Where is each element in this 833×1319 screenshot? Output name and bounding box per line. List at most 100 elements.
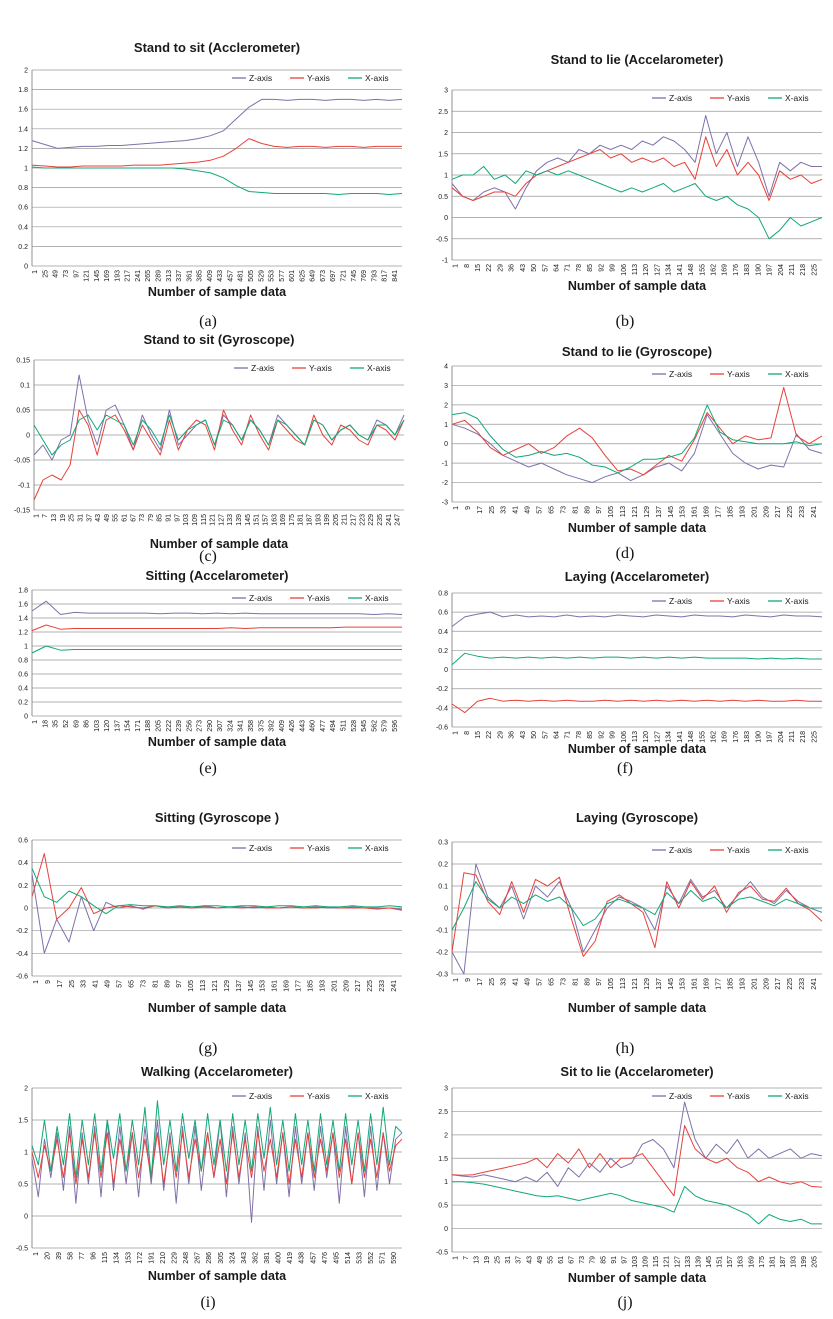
x-tick-label: 133: [685, 1256, 692, 1268]
y-tick-label: 0.6: [438, 610, 448, 617]
x-tick-label: 113: [200, 980, 207, 991]
x-axis-label: Number of sample data: [568, 742, 707, 756]
chart-title: Laying (Gyroscope): [576, 810, 698, 825]
x-tick-label: 343: [241, 1252, 248, 1264]
x-axis-label: Number of sample data: [568, 279, 707, 293]
x-tick-label: 161: [692, 978, 699, 990]
x-tick-label: 57: [117, 980, 124, 988]
y-tick-label: 0: [24, 1214, 28, 1221]
x-tick-label: 324: [229, 1252, 236, 1264]
x-tick-label: 73: [579, 1256, 586, 1264]
legend-label-y: Y-axis: [307, 843, 330, 853]
caption-f: (f): [617, 760, 633, 777]
x-tick-label: 193: [315, 514, 322, 526]
x-tick-label: 190: [755, 264, 762, 276]
x-tick-label: 209: [763, 978, 770, 990]
y-tick-label: 0.6: [18, 672, 28, 679]
x-tick-label: 121: [212, 980, 219, 992]
x-tick-label: 562: [371, 720, 378, 732]
series-line-y: [31, 1132, 403, 1185]
legend-label-x: X-axis: [365, 73, 389, 83]
chart-c: Stand to sit (Gyroscope) -0.15 -0.1 -0.05 0 0…: [14, 332, 405, 550]
x-tick-label: 392: [269, 720, 276, 732]
x-tick-label: 73: [560, 506, 567, 514]
x-tick-label: 169: [280, 514, 287, 526]
x-tick-label: 103: [183, 514, 190, 526]
y-tick-label: -0.1: [18, 483, 30, 490]
x-tick-label: 625: [299, 270, 306, 282]
x-tick-label: 139: [236, 514, 243, 526]
chart-panel-g: Sitting (Gyroscope ) -0.6 -0.4 -0.2 0 0.2 0.4 0…: [0, 808, 410, 1038]
x-tick-label: 85: [600, 1256, 607, 1264]
x-tick-label: 204: [778, 264, 785, 276]
y-tick-label: -0.2: [16, 928, 28, 935]
x-tick-label: 375: [258, 720, 265, 732]
legend-label-x: X-axis: [367, 363, 391, 373]
x-tick-label: 41: [513, 506, 520, 514]
x-tick-label: 209: [763, 506, 770, 518]
x-tick-label: 91: [166, 514, 173, 522]
x-tick-label: 127: [654, 264, 661, 276]
y-tick-label: -0.5: [436, 1250, 448, 1257]
x-tick-label: 176: [733, 731, 740, 743]
x-tick-label: 225: [811, 264, 818, 276]
x-tick-label: 553: [269, 270, 276, 282]
series-line-y: [31, 853, 403, 920]
legend-label-x: X-axis: [365, 593, 389, 603]
x-tick-label: 133: [227, 514, 234, 526]
x-tick-label: 721: [340, 270, 347, 282]
x-axis-label: Number of sample data: [148, 285, 287, 299]
y-tick-label: -0.2: [436, 686, 448, 693]
x-tick-label: 769: [361, 270, 368, 282]
series-line-z: [451, 414, 823, 484]
x-tick-label: 477: [320, 720, 327, 732]
x-tick-label: 1: [452, 1256, 459, 1260]
legend-label-y: Y-axis: [727, 596, 750, 606]
y-tick-label: 0.3: [438, 840, 448, 847]
x-tick-label: 235: [377, 514, 384, 526]
x-tick-label: 1: [453, 731, 460, 735]
x-tick-label: 248: [183, 1252, 190, 1264]
x-tick-label: 817: [382, 270, 389, 282]
x-tick-label: 181: [298, 514, 305, 526]
x-axis-label: Number of sample data: [148, 1001, 287, 1015]
x-tick-label: 241: [135, 270, 142, 282]
x-tick-label: 25: [42, 270, 49, 278]
y-tick-label: -0.6: [436, 725, 448, 732]
series-line-z: [31, 873, 403, 954]
y-tick-label: 0.05: [16, 408, 30, 415]
y-tick-label: 1: [444, 422, 448, 429]
x-tick-label: 185: [727, 506, 734, 518]
y-tick-label: -2: [442, 480, 448, 487]
x-tick-label: 61: [558, 1256, 565, 1264]
y-tick-label: 2.5: [438, 1109, 448, 1116]
y-tick-label: 1.2: [18, 146, 28, 153]
x-tick-label: 185: [727, 978, 734, 990]
x-tick-label: 155: [699, 731, 706, 743]
y-tick-label: -0.3: [436, 972, 448, 979]
x-tick-label: 113: [632, 264, 639, 275]
x-tick-label: 313: [166, 270, 173, 282]
x-tick-label: 185: [307, 980, 314, 992]
x-tick-label: 649: [310, 270, 317, 282]
series-line-y: [31, 624, 402, 632]
x-tick-label: 33: [81, 980, 88, 988]
y-tick-label: 0: [444, 1226, 448, 1233]
legend-label-y: Y-axis: [307, 1091, 330, 1101]
x-tick-label: 145: [94, 270, 101, 282]
y-tick-label: 1.4: [18, 126, 28, 133]
x-tick-label: 36: [509, 264, 516, 272]
x-tick-label: 545: [361, 720, 368, 732]
x-tick-label: 13: [51, 514, 58, 522]
y-tick-label: 1.8: [18, 87, 28, 94]
legend-label-y: Y-axis: [727, 369, 750, 379]
series-line-x: [451, 166, 823, 240]
y-tick-label: 2.5: [438, 109, 448, 116]
y-tick-label: 0.4: [18, 686, 28, 693]
y-tick-label: 0.8: [18, 658, 28, 665]
x-tick-label: 145: [706, 1256, 713, 1268]
legend-label-z: Z-axis: [669, 596, 692, 606]
series-line-z: [31, 1119, 403, 1223]
x-tick-label: 552: [368, 1252, 375, 1264]
chart-title: Sitting (Accelarometer): [145, 568, 288, 583]
